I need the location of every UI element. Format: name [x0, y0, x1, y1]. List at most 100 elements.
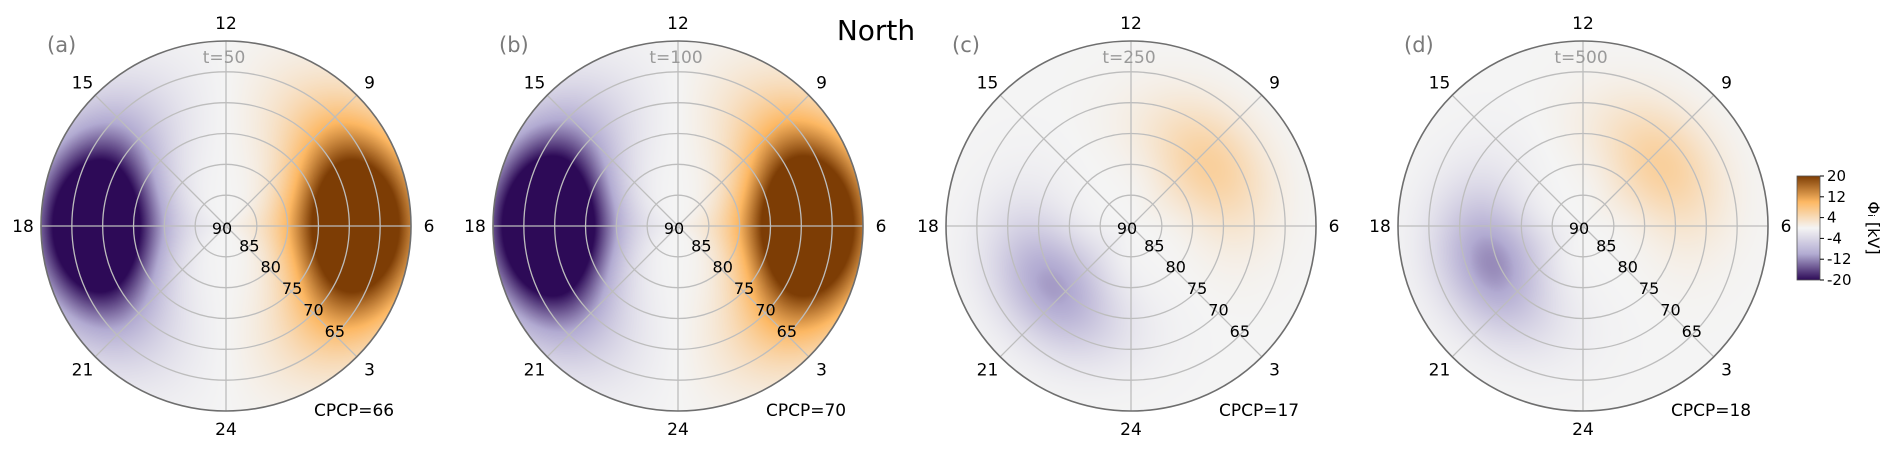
- colorbar-tick-label: -4: [1827, 229, 1842, 247]
- panel-label: (d): [1404, 33, 1434, 57]
- panel-label: (b): [499, 33, 529, 57]
- latitude-tick-label: 65: [1682, 322, 1702, 341]
- polar-frame: [492, 40, 864, 412]
- latitude-tick-label: 70: [755, 300, 775, 319]
- mlt-gridline: [94, 94, 227, 227]
- mlt-tick-label: 3: [816, 361, 827, 381]
- mlt-gridline: [546, 94, 679, 227]
- latitude-tick-label: 85: [1596, 236, 1616, 255]
- panel-label: (a): [47, 33, 76, 57]
- time-label: t=500: [1554, 48, 1607, 68]
- latitude-tick-label: 85: [691, 236, 711, 255]
- colorbar-tick-label: -12: [1827, 250, 1852, 268]
- mlt-tick-label: 6: [1329, 217, 1340, 237]
- time-label: t=250: [1102, 48, 1155, 68]
- mlt-tick-label: 15: [72, 73, 94, 93]
- latitude-tick-label: 85: [239, 236, 259, 255]
- mlt-gridline: [1130, 225, 1263, 358]
- colorbar-tick-label: 20: [1827, 167, 1846, 185]
- mlt-tick-label: 9: [1721, 73, 1732, 93]
- latitude-tick-label: 70: [1660, 300, 1680, 319]
- mlt-gridline: [999, 94, 1132, 227]
- mlt-tick-label: 15: [524, 73, 546, 93]
- mlt-tick-label: 24: [1120, 420, 1142, 440]
- latitude-tick-label: 75: [282, 279, 302, 298]
- colorbar-tick-label: -20: [1827, 271, 1852, 289]
- latitude-tick-label: 85: [1144, 236, 1164, 255]
- mlt-gridline: [677, 225, 810, 358]
- mlt-tick-label: 18: [464, 217, 486, 237]
- latitude-tick-label: 65: [1230, 322, 1250, 341]
- colorbar-gradient: [1796, 175, 1821, 281]
- latitude-tick-label: 75: [1187, 279, 1207, 298]
- latitude-tick-label: 75: [734, 279, 754, 298]
- mlt-tick-label: 12: [1120, 14, 1142, 34]
- cpcp-annotation: CPCP=18: [1671, 401, 1751, 421]
- mlt-tick-label: 24: [667, 420, 689, 440]
- latitude-tick-label: 80: [1618, 258, 1638, 277]
- mlt-gridline: [225, 225, 358, 358]
- latitude-tick-label: 80: [713, 258, 733, 277]
- latitude-tick-label: 90: [1569, 219, 1589, 238]
- mlt-tick-label: 15: [1429, 73, 1451, 93]
- colorbar: 20 12 4 -4 -12 -20 Φᵢ [kV]: [1796, 167, 1883, 289]
- mlt-tick-label: 6: [876, 217, 887, 237]
- mlt-tick-label: 12: [215, 14, 237, 34]
- mlt-gridline: [94, 225, 227, 358]
- mlt-tick-label: 15: [977, 73, 999, 93]
- figure-title: North: [837, 14, 915, 47]
- latitude-tick-label: 75: [1639, 279, 1659, 298]
- mlt-gridline: [1582, 94, 1715, 227]
- latitude-tick-label: 65: [325, 322, 345, 341]
- mlt-tick-label: 21: [72, 361, 94, 381]
- mlt-gridline: [546, 225, 679, 358]
- mlt-tick-label: 6: [424, 217, 435, 237]
- mlt-gridline: [1451, 94, 1584, 227]
- mlt-tick-label: 18: [12, 217, 34, 237]
- latitude-tick-label: 65: [777, 322, 797, 341]
- mlt-gridline: [1130, 94, 1263, 227]
- latitude-tick-label: 90: [1117, 219, 1137, 238]
- mlt-gridline: [225, 94, 358, 227]
- mlt-gridline: [1582, 225, 1715, 358]
- colorbar-label: Φᵢ [kV]: [1864, 201, 1883, 254]
- latitude-tick-label: 70: [1208, 300, 1228, 319]
- mlt-tick-label: 3: [1721, 361, 1732, 381]
- mlt-tick-label: 12: [667, 14, 689, 34]
- colorbar-tick-label: 12: [1827, 188, 1846, 206]
- mlt-gridline: [677, 94, 810, 227]
- colorbar-tick-label: 4: [1827, 209, 1837, 227]
- mlt-tick-label: 6: [1781, 217, 1792, 237]
- time-label: t=50: [203, 48, 246, 68]
- mlt-gridline: [1451, 225, 1584, 358]
- latitude-tick-label: 70: [303, 300, 323, 319]
- mlt-tick-label: 18: [917, 217, 939, 237]
- cpcp-annotation: CPCP=17: [1219, 401, 1299, 421]
- mlt-tick-label: 12: [1572, 14, 1594, 34]
- mlt-tick-label: 21: [524, 361, 546, 381]
- mlt-tick-label: 21: [1429, 361, 1451, 381]
- panel-label: (c): [952, 33, 980, 57]
- polar-frame: [945, 40, 1317, 412]
- latitude-tick-label: 80: [1166, 258, 1186, 277]
- time-label: t=100: [649, 48, 702, 68]
- mlt-tick-label: 18: [1369, 217, 1391, 237]
- mlt-tick-label: 9: [364, 73, 375, 93]
- mlt-tick-label: 24: [1572, 420, 1594, 440]
- latitude-tick-label: 90: [212, 219, 232, 238]
- mlt-tick-label: 3: [1269, 361, 1280, 381]
- polar-frame: [1397, 40, 1769, 412]
- mlt-tick-label: 9: [816, 73, 827, 93]
- mlt-tick-label: 24: [215, 420, 237, 440]
- cpcp-annotation: CPCP=66: [314, 401, 394, 421]
- polar-frame: [40, 40, 412, 412]
- latitude-tick-label: 90: [664, 219, 684, 238]
- mlt-tick-label: 9: [1269, 73, 1280, 93]
- mlt-gridline: [999, 225, 1132, 358]
- cpcp-annotation: CPCP=70: [766, 401, 846, 421]
- latitude-tick-label: 80: [261, 258, 281, 277]
